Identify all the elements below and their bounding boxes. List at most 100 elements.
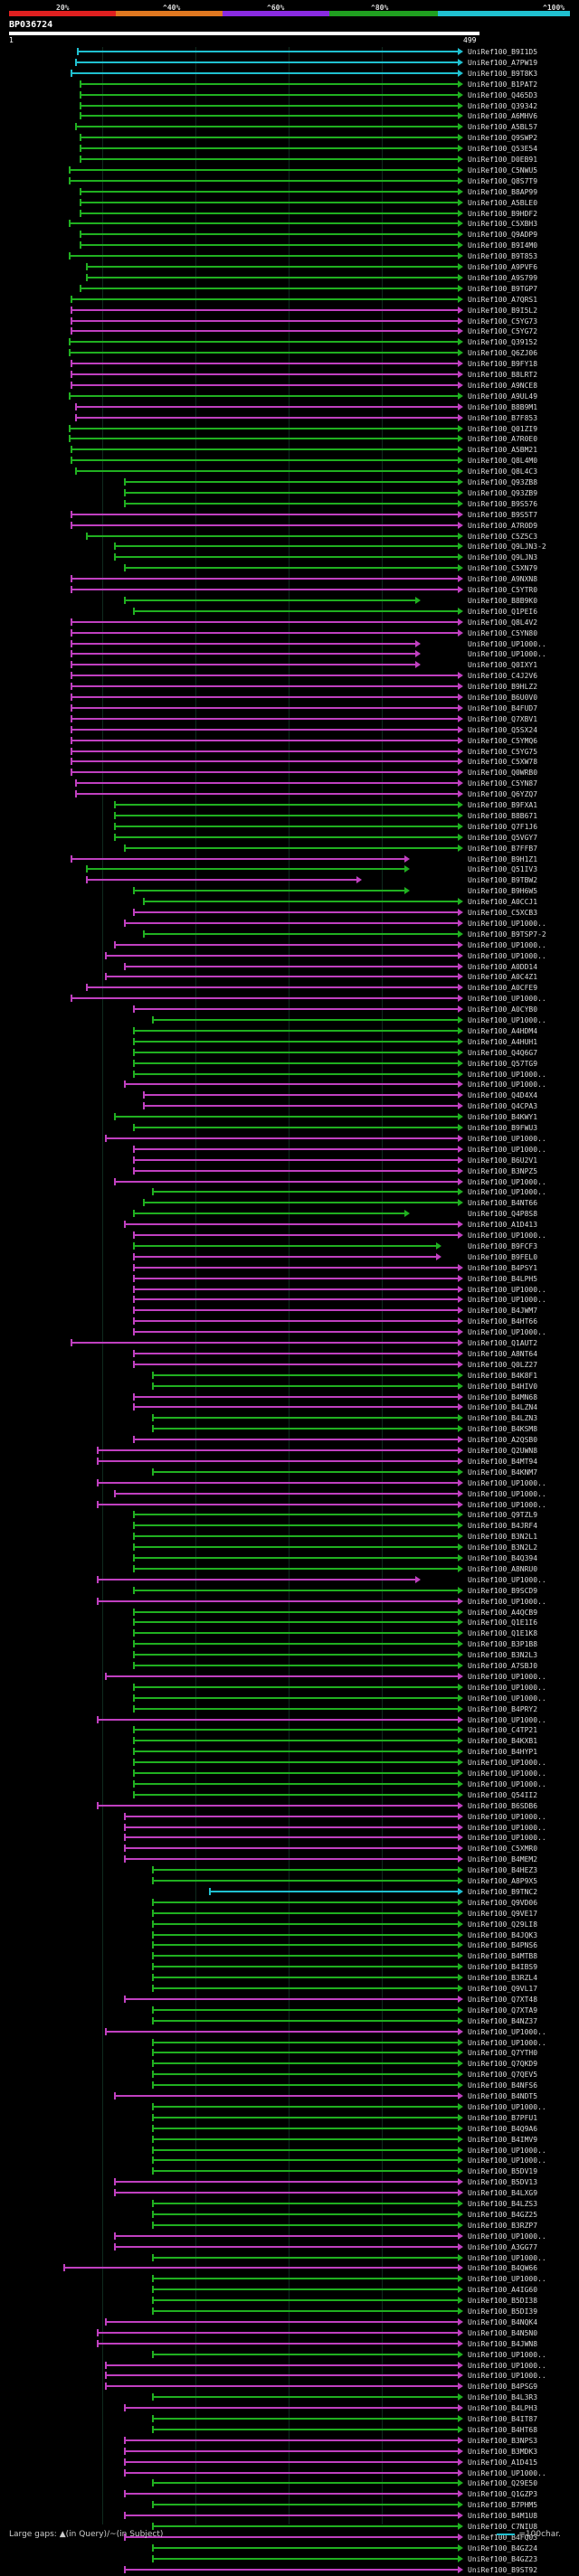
hit-label[interactable]: UniRef100_B4IT87 xyxy=(468,2415,538,2423)
hit-label[interactable]: UniRef100_B4FQ03 xyxy=(468,2533,538,2542)
hit-bar[interactable] xyxy=(123,1836,458,1839)
hit-row[interactable]: UniRef100_B3N2L2 xyxy=(0,1543,579,1553)
hit-bar[interactable] xyxy=(123,481,458,483)
hit-row[interactable]: UniRef100_B6SDB6 xyxy=(0,1801,579,1812)
hit-row[interactable]: UniRef100_UP1000.. xyxy=(0,951,579,962)
hit-bar[interactable] xyxy=(113,1180,458,1183)
hit-row[interactable]: UniRef100_B4Q9A6 xyxy=(0,2124,579,2135)
hit-label[interactable]: UniRef100_UP1000.. xyxy=(468,1672,546,1681)
hit-row[interactable]: UniRef100_B4HT66 xyxy=(0,1316,579,1327)
hit-row[interactable]: UniRef100_B4KSM8 xyxy=(0,1424,579,1435)
hit-row[interactable]: UniRef100_B4MN68 xyxy=(0,1392,579,1403)
hit-label[interactable]: UniRef100_B9I1D5 xyxy=(468,48,538,56)
hit-bar[interactable] xyxy=(77,51,458,52)
hit-bar[interactable] xyxy=(132,1266,458,1269)
hit-row[interactable]: UniRef100_B4NQK4 xyxy=(0,2317,579,2328)
hit-bar[interactable] xyxy=(132,1524,458,1527)
hit-label[interactable]: UniRef100_B9TBW2 xyxy=(468,876,538,885)
hit-label[interactable]: UniRef100_A7PW19 xyxy=(468,58,538,67)
hit-label[interactable]: UniRef100_C7NIU8 xyxy=(468,2523,538,2531)
hit-bar[interactable] xyxy=(151,2008,458,2011)
hit-label[interactable]: UniRef100_A4IG60 xyxy=(468,2286,538,2295)
hit-bar[interactable] xyxy=(132,1567,458,1570)
hit-row[interactable]: UniRef100_Q1GZP3 xyxy=(0,2489,579,2500)
hit-bar[interactable] xyxy=(132,1255,436,1258)
hit-row[interactable]: UniRef100_B4LXG9 xyxy=(0,2188,579,2199)
hit-label[interactable]: UniRef100_C5XW78 xyxy=(468,758,538,767)
hit-row[interactable]: UniRef100_B4NDT5 xyxy=(0,2091,579,2102)
hit-row[interactable]: UniRef100_B8B671 xyxy=(0,811,579,822)
hit-label[interactable]: UniRef100_B4LZN3 xyxy=(468,1414,538,1423)
hit-label[interactable]: UniRef100_A0CCJ1 xyxy=(468,898,538,907)
hit-row[interactable]: UniRef100_B4NT66 xyxy=(0,1198,579,1209)
hit-row[interactable]: UniRef100_A7R0D9 xyxy=(0,521,579,532)
hit-bar[interactable] xyxy=(75,782,458,785)
hit-bar[interactable] xyxy=(75,470,458,473)
hit-bar[interactable] xyxy=(151,2288,458,2291)
hit-bar[interactable] xyxy=(104,2385,458,2388)
hit-row[interactable]: UniRef100_A7QRS1 xyxy=(0,295,579,306)
hit-bar[interactable] xyxy=(132,1546,458,1549)
hit-row[interactable]: UniRef100_B3P1B8 xyxy=(0,1639,579,1650)
hit-row[interactable]: UniRef100_Q6YZQ7 xyxy=(0,789,579,800)
hit-bar[interactable] xyxy=(123,2407,458,2410)
hit-label[interactable]: UniRef100_B8B9M1 xyxy=(468,402,538,411)
hit-row[interactable]: UniRef100_UP1000.. xyxy=(0,2027,579,2038)
hit-bar[interactable] xyxy=(85,879,357,882)
hit-label[interactable]: UniRef100_B9FXA1 xyxy=(468,801,538,809)
hit-label[interactable]: UniRef100_UP1000.. xyxy=(468,1683,546,1692)
hit-row[interactable]: UniRef100_B5DI38 xyxy=(0,2296,579,2307)
hit-bar[interactable] xyxy=(151,2073,458,2076)
hit-row[interactable]: UniRef100_C5XMR0 xyxy=(0,1844,579,1854)
hit-row[interactable]: UniRef100_B9I1D5 xyxy=(0,47,579,58)
hit-label[interactable]: UniRef100_B4HYP1 xyxy=(468,1748,538,1757)
hit-row[interactable]: UniRef100_Q9VL17 xyxy=(0,1984,579,1995)
hit-row[interactable]: UniRef100_B4JWM7 xyxy=(0,1306,579,1316)
hit-bar[interactable] xyxy=(96,2342,458,2345)
hit-label[interactable]: UniRef100_B4PNS6 xyxy=(468,1941,538,1950)
hit-bar[interactable] xyxy=(151,2256,458,2259)
hit-label[interactable]: UniRef100_B4HIV0 xyxy=(468,1382,538,1391)
hit-label[interactable]: UniRef100_B4MT94 xyxy=(468,1457,538,1466)
hit-row[interactable]: UniRef100_UP1000.. xyxy=(0,2350,579,2361)
hit-bar[interactable] xyxy=(71,685,458,688)
hit-bar[interactable] xyxy=(71,696,458,698)
hit-label[interactable]: UniRef100_Q53E54 xyxy=(468,145,538,154)
hit-label[interactable]: UniRef100_A2QSB0 xyxy=(468,1436,538,1445)
hit-bar[interactable] xyxy=(71,308,458,311)
hit-bar[interactable] xyxy=(132,1158,458,1161)
hit-row[interactable]: UniRef100_Q0IXY1 xyxy=(0,660,579,671)
hit-row[interactable]: UniRef100_B4JWN8 xyxy=(0,2339,579,2350)
hit-label[interactable]: UniRef100_A9NXN8 xyxy=(468,575,538,584)
hit-label[interactable]: UniRef100_B6U0V0 xyxy=(468,694,538,702)
hit-bar[interactable] xyxy=(151,2170,458,2173)
hit-bar[interactable] xyxy=(132,1147,458,1150)
hit-label[interactable]: UniRef100_Q6ZJ06 xyxy=(468,349,538,358)
hit-bar[interactable] xyxy=(151,2203,458,2204)
hit-row[interactable]: UniRef100_UP1000.. xyxy=(0,639,579,650)
hit-label[interactable]: UniRef100_B8AP99 xyxy=(468,187,538,196)
hit-row[interactable]: UniRef100_UP1000.. xyxy=(0,1779,579,1790)
hit-label[interactable]: UniRef100_UP1000.. xyxy=(468,1231,546,1240)
hit-row[interactable]: UniRef100_B4MTB8 xyxy=(0,1951,579,1962)
hit-bar[interactable] xyxy=(151,2159,458,2162)
hit-row[interactable]: UniRef100_B3RZP7 xyxy=(0,2221,579,2232)
hit-bar[interactable] xyxy=(151,2062,458,2065)
hit-bar[interactable] xyxy=(69,222,458,225)
hit-bar[interactable] xyxy=(85,266,458,268)
hit-row[interactable]: UniRef100_A8P9X5 xyxy=(0,1876,579,1887)
hit-row[interactable]: UniRef100_UP1000.. xyxy=(0,1500,579,1511)
hit-bar[interactable] xyxy=(71,383,458,386)
hit-bar[interactable] xyxy=(123,1223,458,1226)
hit-bar[interactable] xyxy=(113,2234,458,2237)
hit-row[interactable]: UniRef100_B9HDF2 xyxy=(0,209,579,220)
hit-label[interactable]: UniRef100_B9H6W5 xyxy=(468,887,538,896)
hit-label[interactable]: UniRef100_B4MN68 xyxy=(468,1392,538,1401)
hit-row[interactable]: UniRef100_UP1000.. xyxy=(0,1683,579,1694)
hit-bar[interactable] xyxy=(104,2320,458,2323)
hit-label[interactable]: UniRef100_A4HUH1 xyxy=(468,1037,538,1046)
hit-bar[interactable] xyxy=(69,352,458,354)
hit-label[interactable]: UniRef100_C5XCB3 xyxy=(468,909,538,917)
hit-bar[interactable] xyxy=(132,911,458,913)
hit-row[interactable]: UniRef100_B4Q394 xyxy=(0,1553,579,1564)
